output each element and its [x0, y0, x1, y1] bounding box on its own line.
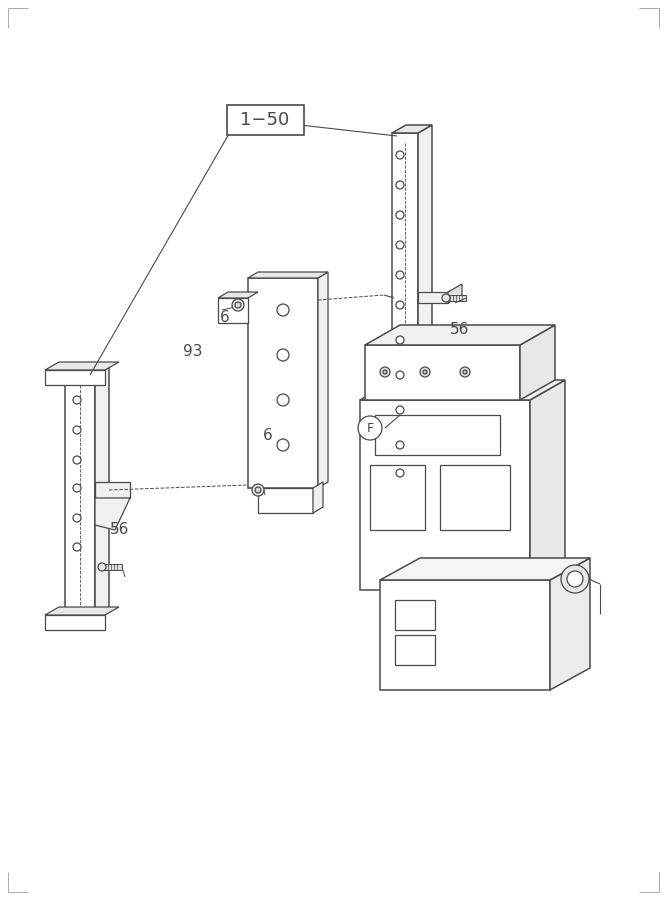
Polygon shape: [318, 272, 328, 488]
Polygon shape: [440, 465, 510, 530]
Circle shape: [396, 441, 404, 449]
Circle shape: [442, 294, 450, 302]
Polygon shape: [380, 558, 590, 580]
Circle shape: [396, 406, 404, 414]
Polygon shape: [95, 498, 130, 530]
Polygon shape: [530, 380, 565, 590]
Circle shape: [277, 394, 289, 406]
Circle shape: [420, 367, 430, 377]
Circle shape: [252, 484, 264, 496]
Circle shape: [396, 181, 404, 189]
Text: 93: 93: [183, 345, 203, 359]
Polygon shape: [380, 580, 550, 690]
Circle shape: [396, 211, 404, 219]
Circle shape: [73, 543, 81, 551]
Circle shape: [423, 370, 427, 374]
Polygon shape: [360, 380, 565, 400]
Circle shape: [277, 439, 289, 451]
Polygon shape: [104, 564, 122, 570]
Text: 1−50: 1−50: [240, 111, 289, 129]
Circle shape: [73, 426, 81, 434]
Polygon shape: [95, 482, 130, 498]
Circle shape: [383, 370, 387, 374]
Polygon shape: [65, 367, 109, 375]
Circle shape: [277, 304, 289, 316]
Circle shape: [73, 456, 81, 464]
Circle shape: [396, 271, 404, 279]
Polygon shape: [360, 400, 530, 590]
Circle shape: [380, 367, 390, 377]
Polygon shape: [45, 615, 105, 630]
Circle shape: [235, 302, 241, 308]
Polygon shape: [65, 375, 95, 620]
Circle shape: [277, 349, 289, 361]
Polygon shape: [392, 125, 432, 133]
Polygon shape: [258, 488, 313, 513]
Circle shape: [255, 487, 261, 493]
Text: 6: 6: [263, 428, 273, 443]
Polygon shape: [395, 600, 435, 630]
Circle shape: [98, 563, 106, 571]
Polygon shape: [392, 133, 418, 492]
Polygon shape: [248, 272, 328, 278]
Polygon shape: [45, 370, 105, 385]
Circle shape: [73, 396, 81, 404]
Polygon shape: [520, 325, 555, 400]
Polygon shape: [418, 292, 448, 303]
Polygon shape: [45, 362, 119, 370]
Polygon shape: [365, 325, 555, 345]
Circle shape: [567, 571, 583, 587]
Polygon shape: [45, 607, 119, 615]
Circle shape: [396, 469, 404, 477]
Text: 56: 56: [450, 322, 470, 338]
Polygon shape: [365, 345, 520, 400]
Circle shape: [73, 514, 81, 522]
Text: F: F: [366, 421, 374, 435]
Polygon shape: [218, 298, 248, 323]
Circle shape: [396, 241, 404, 249]
Circle shape: [232, 299, 244, 311]
Polygon shape: [248, 278, 318, 488]
Polygon shape: [448, 295, 466, 301]
Polygon shape: [384, 492, 423, 504]
Polygon shape: [550, 558, 590, 690]
Polygon shape: [218, 292, 258, 298]
Polygon shape: [395, 635, 435, 665]
Circle shape: [73, 484, 81, 492]
Circle shape: [396, 336, 404, 344]
Polygon shape: [448, 284, 462, 303]
Circle shape: [358, 416, 382, 440]
Circle shape: [396, 151, 404, 159]
Circle shape: [463, 370, 467, 374]
Circle shape: [561, 565, 589, 593]
Text: 56: 56: [110, 523, 129, 537]
FancyBboxPatch shape: [227, 105, 303, 135]
Polygon shape: [375, 415, 500, 455]
Polygon shape: [418, 125, 432, 492]
Circle shape: [396, 301, 404, 309]
Polygon shape: [95, 367, 109, 620]
Polygon shape: [313, 482, 323, 513]
Text: 6: 6: [220, 310, 230, 326]
Circle shape: [460, 367, 470, 377]
Polygon shape: [370, 465, 425, 530]
Circle shape: [396, 371, 404, 379]
